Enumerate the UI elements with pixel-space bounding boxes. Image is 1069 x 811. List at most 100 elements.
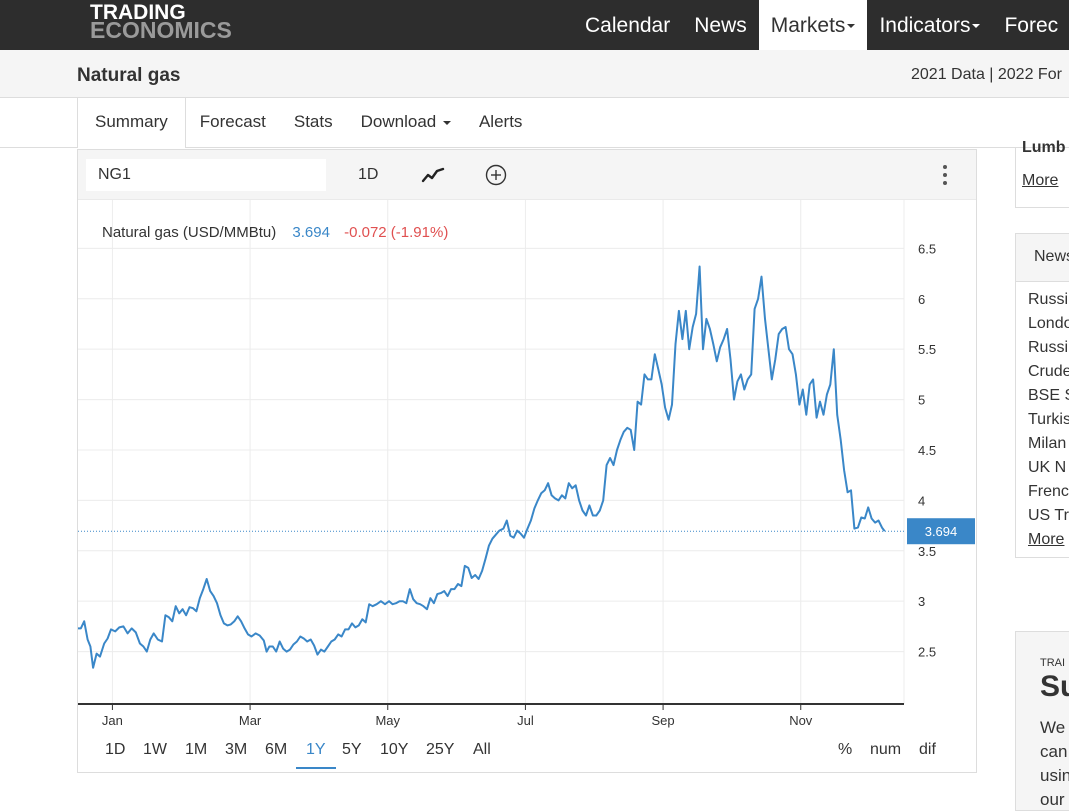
nav-forecast[interactable]: Forec: [992, 0, 1069, 50]
caret-down-icon: [847, 24, 856, 29]
range-6m[interactable]: 6M: [265, 741, 288, 758]
x-tick-label: Mar: [239, 713, 262, 728]
last-value-badge-text: 3.694: [925, 524, 958, 539]
chart-panel: 1D 2.5 3 3.5 4 4.5 5 5.5 6 6.5 Jan Mar May Jul Sep No…: [77, 149, 977, 773]
subscribe-heading: Su: [1040, 670, 1069, 703]
sidebar-more-link-1[interactable]: More: [1022, 172, 1059, 189]
symbol-input[interactable]: [86, 159, 326, 191]
subscribe-text-line: usin: [1040, 766, 1069, 785]
sidebar-partial-heading: Lumb: [1022, 139, 1066, 156]
nav-forecast-label: Forec: [1004, 14, 1059, 37]
nav-calendar[interactable]: Calendar: [573, 0, 682, 50]
news-item[interactable]: Milan: [1028, 435, 1067, 452]
y-tick-label: 4: [918, 493, 925, 508]
tabs-row: Summary Forecast Stats Download Alerts: [0, 98, 1069, 148]
news-header-bg: [1016, 234, 1069, 282]
range-bar: 1D 1W 1M 3M 6M 1Y 5Y 10Y 25Y All % num d…: [78, 733, 976, 773]
more-vertical-icon[interactable]: [938, 163, 952, 187]
sidebar-box-related: Lumb More: [1015, 139, 1069, 208]
news-item[interactable]: Russi: [1028, 339, 1069, 356]
legend-last-value: 3.694: [292, 224, 330, 241]
subscribe-small-label: TRAI: [1040, 657, 1066, 669]
subscribe-text-line: can: [1040, 742, 1068, 761]
page-header: Natural gas 2021 Data | 2022 For: [0, 50, 1069, 98]
interval-button[interactable]: 1D: [358, 166, 379, 183]
last-value-badge-bg: [907, 518, 975, 545]
range-10y[interactable]: 10Y: [380, 741, 409, 758]
news-item[interactable]: BSE S: [1028, 387, 1069, 404]
top-navbar: TRADING ECONOMICS Calendar News Markets …: [0, 0, 1069, 50]
main-nav: Calendar News Markets Indicators Forec: [573, 0, 1069, 50]
range-1m[interactable]: 1M: [185, 741, 208, 758]
sidebar-subscribe-box: TRAI Su We can usin our: [1015, 631, 1069, 811]
tab-download[interactable]: Download: [347, 98, 465, 148]
nav-markets[interactable]: Markets: [758, 0, 868, 50]
news-more-link[interactable]: More: [1028, 531, 1065, 548]
mode-dif[interactable]: dif: [919, 741, 936, 758]
nav-indicators[interactable]: Indicators: [867, 0, 992, 50]
logo-line2: ECONOMICS: [90, 17, 232, 43]
y-tick-label: 4.5: [918, 443, 936, 458]
range-3m[interactable]: 3M: [225, 741, 248, 758]
tab-forecast[interactable]: Forecast: [199, 112, 266, 131]
legend-change: -0.072 (-1.91%): [344, 224, 448, 241]
last-value-badge: 3.694: [907, 518, 975, 545]
nav-news[interactable]: News: [682, 0, 759, 50]
y-tick-label: 6.5: [918, 241, 936, 256]
subscribe-text-line: We: [1040, 718, 1066, 737]
range-25y[interactable]: 25Y: [426, 741, 455, 758]
range-1w[interactable]: 1W: [143, 741, 167, 758]
range-all[interactable]: All: [473, 741, 491, 758]
range-5y[interactable]: 5Y: [342, 741, 362, 758]
y-tick-labels: 2.5 3 3.5 4 4.5 5 5.5 6 6.5: [918, 241, 936, 659]
nav-news-label: News: [694, 14, 747, 37]
news-item[interactable]: Russi: [1028, 291, 1069, 308]
x-gridlines: [111, 200, 905, 710]
y-tick-label: 5: [918, 393, 925, 408]
series-line-natural-gas: [78, 265, 886, 669]
logo-line1: TRADING: [90, 1, 186, 24]
range-1d[interactable]: 1D: [105, 741, 126, 758]
sidebar-news-box: News Russi Londo Russi Crude BSE S Turki…: [1015, 233, 1069, 558]
x-tick-label: Jan: [102, 713, 123, 728]
chart-toolbar: 1D: [78, 150, 976, 200]
news-item[interactable]: Londo: [1028, 315, 1069, 332]
tab-alerts[interactable]: Alerts: [478, 112, 523, 131]
tab-stats[interactable]: Stats: [293, 112, 333, 131]
news-header: News: [1034, 248, 1069, 265]
page-title: Natural gas: [77, 65, 181, 86]
news-item[interactable]: Frenc: [1028, 483, 1069, 500]
site-logo[interactable]: TRADING ECONOMICS: [90, 1, 232, 43]
data-links[interactable]: 2021 Data | 2022 For: [911, 66, 1062, 83]
news-item[interactable]: UK N: [1028, 459, 1067, 476]
x-tick-label: May: [375, 713, 400, 728]
caret-down-icon: [442, 120, 451, 125]
right-sidebar: Lumb More News Russi Londo Russi Crude B…: [1015, 0, 1069, 811]
y-tick-label: 3: [918, 594, 925, 609]
nav-indicators-label: Indicators: [879, 14, 971, 37]
add-indicator-icon[interactable]: [485, 164, 507, 186]
y-tick-label: 5.5: [918, 342, 936, 357]
x-tick-label: Nov: [789, 713, 813, 728]
x-tick-labels: Jan Mar May Jul Sep Nov: [102, 713, 813, 728]
chart-legend: Natural gas (USD/MMBtu) 3.694 -0.072 (-1…: [102, 224, 448, 241]
mode-num[interactable]: num: [870, 741, 902, 758]
tab-summary[interactable]: Summary: [77, 98, 186, 148]
x-tick-label: Jul: [517, 713, 534, 728]
y-tick-label: 2.5: [918, 645, 936, 660]
news-item[interactable]: Crude: [1028, 363, 1069, 380]
price-chart[interactable]: 2.5 3 3.5 4 4.5 5 5.5 6 6.5 Jan Mar May Jul Sep Nov 3…: [78, 200, 976, 733]
news-item[interactable]: Turkis: [1028, 411, 1069, 428]
tab-download-label: Download: [360, 112, 437, 131]
news-item[interactable]: US Tr: [1028, 507, 1069, 524]
legend-title: Natural gas (USD/MMBtu): [102, 224, 276, 241]
y-gridlines: [78, 247, 904, 653]
nav-calendar-label: Calendar: [585, 14, 671, 37]
range-1y[interactable]: 1Y: [296, 741, 336, 769]
x-tick-label: Sep: [652, 713, 675, 728]
y-tick-label: 6: [918, 292, 925, 307]
line-chart-icon[interactable]: [421, 165, 445, 185]
subscribe-text-line: our: [1040, 790, 1065, 809]
mode-percent[interactable]: %: [838, 741, 853, 758]
tabs: Summary Forecast Stats Download Alerts: [77, 98, 536, 148]
